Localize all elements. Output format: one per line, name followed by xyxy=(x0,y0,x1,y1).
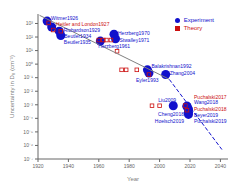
svg-text:Puchalski2019: Puchalski2019 xyxy=(194,118,227,124)
svg-text:2000: 2000 xyxy=(154,163,165,169)
svg-text:10⁰: 10⁰ xyxy=(25,61,33,67)
svg-text:Puchalski2017: Puchalski2017 xyxy=(194,94,227,100)
svg-text:1940: 1940 xyxy=(63,163,74,169)
svg-text:1980: 1980 xyxy=(124,163,135,169)
svg-text:10³: 10³ xyxy=(26,20,34,26)
svg-text:10⁻¹: 10⁻¹ xyxy=(24,74,34,80)
html-text:Theory: Theory xyxy=(183,25,203,31)
svg-text:10¹: 10¹ xyxy=(26,47,34,53)
svg-text:Year: Year xyxy=(127,176,139,181)
svg-text:Wang2018: Wang2018 xyxy=(194,99,218,105)
svg-text:10⁻⁴: 10⁻⁴ xyxy=(23,115,33,121)
svg-text:Beutler1935: Beutler1935 xyxy=(64,39,91,45)
svg-text:10²: 10² xyxy=(26,34,34,40)
svg-text:10⁻⁵: 10⁻⁵ xyxy=(23,129,33,135)
svg-text:Heitler and London1927: Heitler and London1927 xyxy=(56,21,110,27)
svg-text:1960: 1960 xyxy=(93,163,104,169)
svg-text:Liu2009: Liu2009 xyxy=(158,97,176,103)
svg-text:Cheng2018: Cheng2018 xyxy=(158,111,184,117)
svg-text:10⁻³: 10⁻³ xyxy=(24,102,34,108)
svg-text:Puchalski2018: Puchalski2018 xyxy=(194,106,227,112)
html-text:Experiment: Experiment xyxy=(183,17,214,23)
svg-text:Richardson1929: Richardson1929 xyxy=(64,27,101,33)
svg-text:Herzberg1961: Herzberg1961 xyxy=(98,43,130,49)
svg-text:Witmer1926: Witmer1926 xyxy=(51,15,78,21)
svg-text:Herzberg1970: Herzberg1970 xyxy=(118,30,150,36)
svg-text:Beutler1934: Beutler1934 xyxy=(64,33,91,39)
svg-text:Balakrishnan1992: Balakrishnan1992 xyxy=(151,63,191,69)
svg-text:Stwalley1971: Stwalley1971 xyxy=(120,37,150,43)
svg-text:2020: 2020 xyxy=(184,163,195,169)
svg-text:Hoelsch2019: Hoelsch2019 xyxy=(155,118,184,124)
svg-text:2040: 2040 xyxy=(215,163,226,169)
svg-text:10⁻⁶: 10⁻⁶ xyxy=(23,142,33,148)
svg-text:Uncertainty in D₀ (cm⁻¹): Uncertainty in D₀ (cm⁻¹) xyxy=(9,55,15,118)
svg-text:Zhang2004: Zhang2004 xyxy=(170,70,196,76)
svg-text:Eyler1993: Eyler1993 xyxy=(136,77,159,83)
svg-text:1920: 1920 xyxy=(32,163,43,169)
svg-text:10⁻⁷: 10⁻⁷ xyxy=(24,156,34,162)
svg-text:10⁻²: 10⁻² xyxy=(24,88,34,94)
svg-text:Beyer2019: Beyer2019 xyxy=(194,111,219,118)
